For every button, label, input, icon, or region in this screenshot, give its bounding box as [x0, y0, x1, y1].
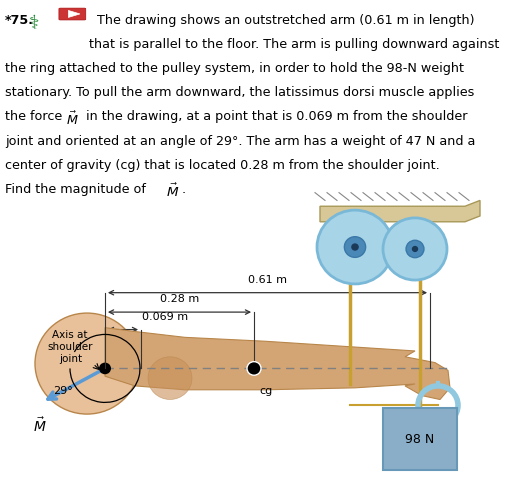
Text: cg: cg — [259, 386, 272, 396]
Circle shape — [148, 357, 192, 399]
Text: 29°: 29° — [53, 386, 73, 396]
Text: Axis at
shoulder
joint: Axis at shoulder joint — [47, 330, 93, 364]
Text: that is parallel to the floor. The arm is pulling downward against: that is parallel to the floor. The arm i… — [89, 38, 500, 51]
Circle shape — [412, 246, 418, 252]
Text: ⚕: ⚕ — [29, 15, 39, 33]
Text: *75.: *75. — [5, 14, 34, 27]
Text: joint and oriented at an angle of 29°. The arm has a weight of 47 N and a: joint and oriented at an angle of 29°. T… — [5, 135, 476, 148]
Text: 0.61 m: 0.61 m — [248, 275, 287, 285]
Text: 98 N: 98 N — [406, 433, 434, 446]
Text: $\vec{M}$: $\vec{M}$ — [166, 183, 179, 200]
Text: the ring attached to the pulley system, in order to hold the 98-N weight: the ring attached to the pulley system, … — [5, 62, 464, 75]
Text: 0.28 m: 0.28 m — [160, 294, 199, 304]
Circle shape — [317, 210, 393, 284]
Text: Find the magnitude of: Find the magnitude of — [5, 183, 150, 196]
Polygon shape — [68, 11, 80, 17]
Polygon shape — [320, 200, 480, 222]
Text: center of gravity (cg) that is located 0.28 m from the shoulder joint.: center of gravity (cg) that is located 0… — [5, 159, 440, 172]
FancyBboxPatch shape — [59, 8, 86, 20]
Text: 0.069 m: 0.069 m — [142, 312, 188, 322]
Text: .: . — [181, 183, 186, 196]
Circle shape — [383, 218, 447, 280]
Polygon shape — [105, 328, 450, 399]
Text: stationary. To pull the arm downward, the latissimus dorsi muscle applies: stationary. To pull the arm downward, th… — [5, 86, 474, 99]
Text: the force: the force — [5, 110, 66, 123]
Circle shape — [406, 240, 424, 257]
Text: $\vec{M}$: $\vec{M}$ — [66, 110, 78, 128]
Text: The drawing shows an outstretched arm (0.61 m in length): The drawing shows an outstretched arm (0… — [89, 14, 475, 27]
Circle shape — [351, 243, 359, 251]
Circle shape — [99, 363, 111, 374]
Text: in the drawing, at a point that is 0.069 m from the shoulder: in the drawing, at a point that is 0.069… — [82, 110, 467, 123]
Circle shape — [247, 362, 261, 375]
FancyBboxPatch shape — [383, 408, 457, 470]
Text: $\vec{M}$: $\vec{M}$ — [33, 416, 47, 435]
Circle shape — [345, 237, 366, 257]
Circle shape — [35, 313, 139, 414]
